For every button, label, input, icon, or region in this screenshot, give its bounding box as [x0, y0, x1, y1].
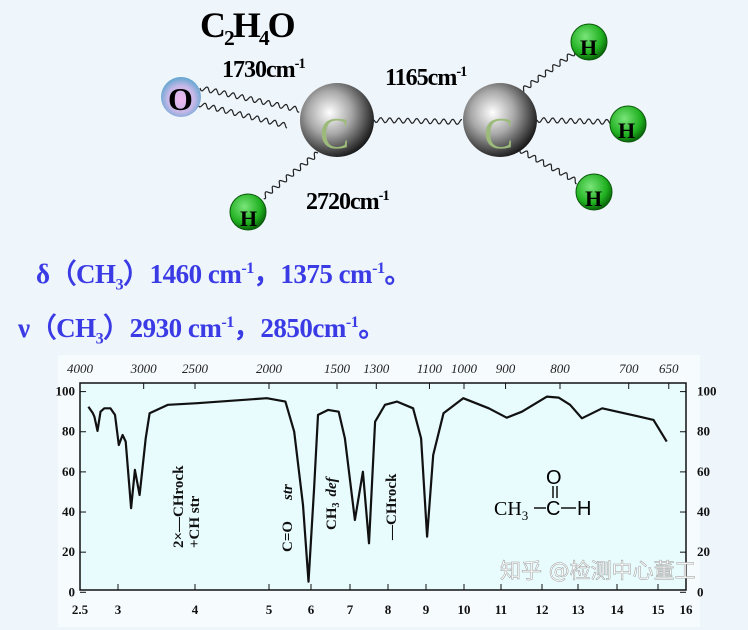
- bottom-tick-label: 6: [308, 602, 315, 617]
- wavy-bond: [197, 102, 288, 129]
- structure-carbon: C: [546, 498, 560, 520]
- top-tick-label: 1100: [417, 361, 443, 376]
- bottom-tick-label: 11: [495, 602, 507, 617]
- annotation-text: 2×—CHrock: [171, 465, 187, 548]
- watermark: 知乎 @检测中心董工: [500, 559, 696, 583]
- right-tick-label: 60: [697, 464, 710, 479]
- bond-label-cc: 1165cm-1: [385, 64, 467, 91]
- bottom-tick-label: 12: [536, 602, 549, 617]
- bottom-tick-label: 14: [611, 602, 625, 617]
- hydrogen-atoms: H H H H: [229, 23, 647, 231]
- bond-label-co: 1730cm-1: [222, 56, 306, 83]
- wavy-bond: [263, 151, 319, 200]
- note-bending: δ（CH3）1460 cm-1，1375 cm-1。: [36, 259, 412, 294]
- left-tick-label: 60: [62, 464, 75, 479]
- hydrogen-label: H: [618, 118, 635, 143]
- right-tick-label: 100: [697, 384, 717, 399]
- molecular-formula: C2H4O: [200, 5, 296, 51]
- annotation-text: —CHrock: [384, 473, 400, 541]
- hydrogen-label: H: [580, 35, 597, 60]
- right-tick-label: 20: [697, 544, 710, 559]
- annotation-ch3-def: CH3def: [324, 475, 342, 530]
- bottom-tick-label: 7: [347, 602, 354, 617]
- annotation-ch-rock: —CHrock: [384, 473, 400, 541]
- carbon-atom-2: [463, 83, 537, 157]
- bottom-tick-label: 2.5: [72, 602, 89, 617]
- top-tick-label: 1300: [363, 361, 390, 376]
- left-tick-label: 80: [62, 424, 75, 439]
- annotation-text: C=O: [280, 521, 296, 552]
- top-tick-label: 1000: [451, 361, 478, 376]
- bottom-tick-label: 4: [192, 602, 199, 617]
- bottom-tick-label: 5: [266, 602, 273, 617]
- right-tick-label: 80: [697, 424, 710, 439]
- bottom-tick-label: 9: [423, 602, 430, 617]
- annotation-ch-rock-combo: 2×—CHrock +CH str: [171, 465, 203, 548]
- bond-label-ch: 2720cm-1: [306, 188, 390, 215]
- carbon-label-2: C: [484, 109, 513, 158]
- bottom-tick-label: 8: [385, 602, 392, 617]
- annotation-co-str: C=O str: [280, 484, 296, 552]
- annotation-text: +CH str: [187, 495, 203, 548]
- wavy-bond: [199, 86, 300, 113]
- hydrogen-label: H: [240, 206, 257, 231]
- bottom-tick-label: 3: [115, 602, 122, 617]
- bottom-tick-label: 13: [572, 602, 586, 617]
- bottom-tick-label: 10: [458, 602, 471, 617]
- hydrogen-atom: [229, 193, 267, 231]
- left-tick-label: 0: [69, 584, 76, 599]
- top-tick-label: 4000: [67, 361, 94, 376]
- wavy-bonds: [197, 51, 611, 200]
- hydrogen-atom: [570, 23, 608, 61]
- molecule-diagram: O C C H H H H: [161, 23, 647, 231]
- wavy-bond: [536, 117, 611, 125]
- top-tick-label: 1500: [324, 361, 351, 376]
- annotation-text: CH3def: [324, 475, 342, 530]
- hydrogen-label: H: [585, 186, 602, 211]
- top-tick-label: 2500: [182, 361, 209, 376]
- top-tick-label: 3000: [130, 361, 158, 376]
- right-tick-label: 0: [697, 584, 704, 599]
- top-tick-label: 2000: [256, 361, 283, 376]
- right-tick-label: 40: [697, 504, 710, 519]
- structure-oxygen: O: [546, 467, 562, 489]
- hydrogen-atom: [609, 105, 647, 143]
- top-tick-label: 700: [619, 361, 639, 376]
- wavy-bond: [373, 117, 463, 125]
- top-tick-label: 800: [550, 361, 570, 376]
- bottom-tick-label: 16: [680, 602, 694, 617]
- structure-ch3: CH3: [494, 498, 528, 523]
- hydrogen-atom: [575, 173, 613, 211]
- wavy-bond: [519, 149, 577, 185]
- structure-hydrogen: H: [577, 498, 591, 520]
- carbon-atom-1: [300, 83, 374, 157]
- bottom-tick-label: 15: [652, 602, 666, 617]
- oxygen-label: O: [168, 81, 193, 117]
- wavy-bond: [519, 51, 576, 94]
- acetaldehyde-structure: CH3 C O H: [494, 467, 591, 523]
- annotation-text: str: [280, 484, 296, 501]
- left-tick-label: 20: [62, 544, 75, 559]
- left-tick-label: 40: [62, 504, 75, 519]
- oxygen-atom: [161, 77, 201, 117]
- note-stretching: ν（CH3）2930 cm-1，2850cm-1。: [18, 313, 385, 348]
- top-tick-label: 650: [659, 361, 679, 376]
- top-tick-label: 900: [496, 361, 516, 376]
- carbon-label-1: C: [320, 109, 349, 158]
- left-tick-label: 100: [56, 384, 76, 399]
- spectrum-line: [87, 395, 668, 583]
